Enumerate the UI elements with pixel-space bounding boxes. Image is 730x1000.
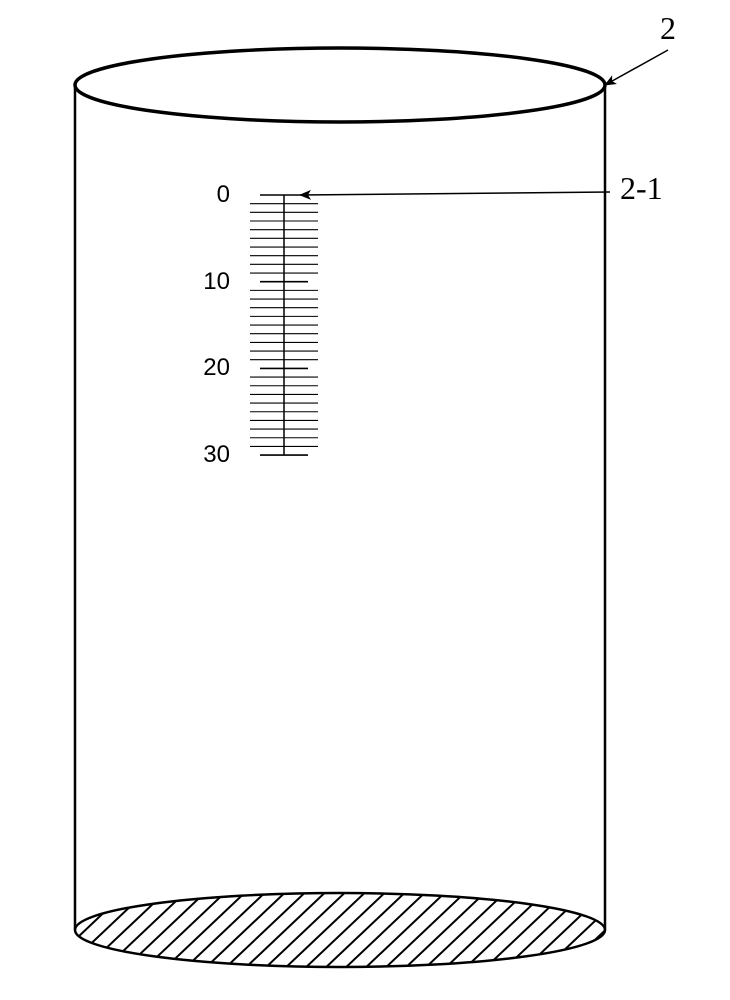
- cylinder-drawing: [0, 0, 730, 1000]
- diagram-canvas: 2 2-1 0 10 20 30: [0, 0, 730, 1000]
- scale-label-30: 30: [190, 441, 230, 469]
- callout-label-2-1: 2-1: [620, 170, 663, 207]
- callout-label-2: 2: [660, 10, 676, 47]
- scale-label-20: 20: [190, 354, 230, 382]
- scale-label-10: 10: [190, 268, 230, 296]
- scale-label-0: 0: [190, 181, 230, 209]
